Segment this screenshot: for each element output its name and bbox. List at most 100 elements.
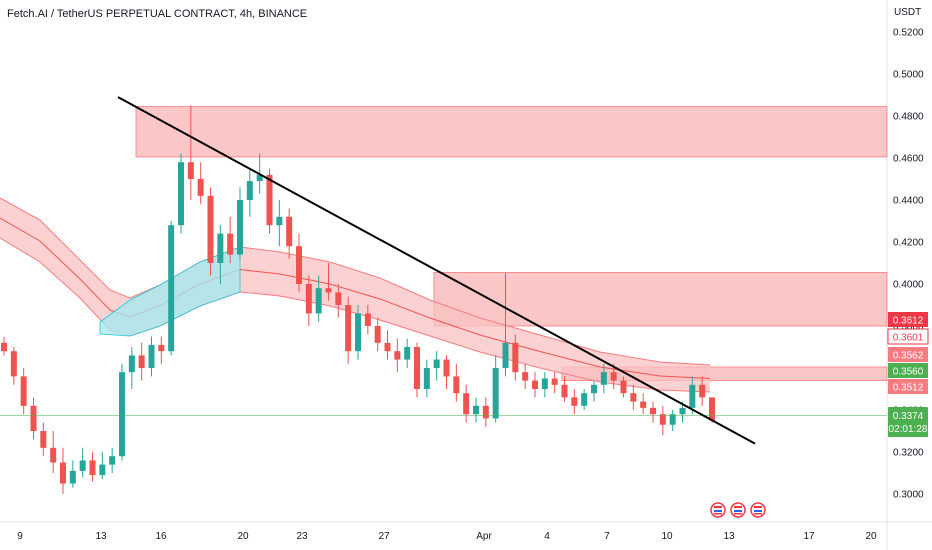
candle-body	[197, 179, 204, 196]
us-flag-event-icon	[730, 502, 746, 518]
candle-body	[178, 162, 184, 226]
candle-body	[168, 225, 175, 352]
price-tag-label: 0.3560	[893, 367, 924, 378]
x-tick-label: 9	[17, 531, 23, 542]
candle-body	[237, 200, 243, 255]
candle-body	[492, 368, 499, 419]
candle-body	[374, 326, 381, 343]
candle-body	[443, 359, 450, 377]
candle-body	[659, 414, 666, 425]
x-tick-label: 13	[723, 531, 735, 542]
candle-body	[650, 407, 656, 415]
candle-body	[384, 342, 391, 352]
price-tag-bg	[887, 328, 929, 345]
chart-title: Fetch.AI / TetherUS PERPETUAL CONTRACT, …	[7, 8, 308, 20]
candle-body	[640, 401, 647, 408]
candle-body	[630, 393, 637, 402]
flag-stripe	[754, 510, 762, 512]
x-tick-label: 16	[155, 531, 167, 542]
price-axis-unit: USDT	[894, 7, 921, 18]
candle-body	[148, 344, 155, 368]
price-tag-label: 0.3562	[893, 351, 924, 362]
candle-body	[581, 393, 588, 406]
candle-body	[345, 305, 352, 352]
candle-body	[325, 288, 332, 293]
candle-body	[246, 181, 253, 200]
us-flag-event-icon	[710, 502, 726, 518]
candle-body	[532, 380, 538, 389]
candle-body	[266, 174, 273, 226]
price-tag: 0.3612	[888, 312, 928, 327]
candle-body	[502, 342, 509, 368]
candle-body	[10, 351, 17, 377]
x-tick-label: 7	[604, 531, 610, 542]
candle-body	[128, 355, 135, 373]
candle-body	[60, 462, 66, 484]
ma-band-lower	[0, 237, 711, 393]
candle-body	[138, 355, 145, 368]
resistance-zone	[433, 272, 888, 327]
price-tag-label: 0.3601	[893, 333, 924, 344]
x-tick-label: 23	[296, 531, 308, 542]
price-tag-bg	[888, 379, 928, 394]
candle-body	[109, 456, 116, 465]
candle-body	[20, 376, 27, 406]
candle-body	[709, 397, 715, 421]
flag-stripe	[714, 513, 722, 515]
candle-body	[689, 384, 696, 408]
candle-body	[423, 368, 430, 389]
candle-body	[561, 384, 568, 398]
candle-body	[600, 372, 607, 385]
y-tick-label: 0.5200	[893, 28, 924, 39]
candle-body	[414, 347, 420, 389]
y-tick-label: 0.4600	[893, 154, 924, 165]
ma-band-upper	[0, 197, 711, 366]
candle-body	[1, 342, 7, 352]
candle-body	[315, 288, 322, 314]
price-tag-label: 0.3512	[893, 383, 924, 394]
candle-body	[335, 292, 342, 305]
candle-body	[305, 284, 312, 314]
price-tag-bg	[888, 312, 928, 327]
candle-body	[473, 405, 479, 415]
candle-body	[699, 384, 706, 398]
candle-body	[256, 174, 263, 182]
us-flag-event-icon	[750, 502, 766, 518]
price-tag-bg	[888, 347, 928, 362]
candle-body	[541, 378, 548, 389]
candle-body	[79, 460, 86, 471]
y-tick-label: 0.4200	[893, 238, 924, 249]
candle-body	[364, 313, 371, 326]
candle-body	[119, 372, 125, 457]
y-tick-label: 0.4000	[893, 280, 924, 291]
price-tag: 0.3512	[888, 379, 928, 394]
candle-body	[286, 216, 293, 247]
candle-body	[610, 372, 617, 381]
candle-body	[50, 447, 57, 463]
x-tick-label: 27	[378, 531, 390, 542]
x-tick-label: 10	[661, 531, 673, 542]
candle-body	[463, 393, 470, 415]
candle-body	[207, 195, 214, 263]
price-tag: 0.3601	[887, 328, 929, 345]
candle-body	[522, 372, 529, 381]
y-tick-label: 0.5000	[893, 70, 924, 81]
flag-stripe	[754, 513, 762, 515]
candle-body	[217, 233, 224, 263]
candle-body	[551, 378, 558, 385]
candle-body	[158, 344, 165, 352]
candle-body	[482, 405, 489, 419]
candle-body	[433, 359, 440, 368]
y-tick-label: 0.4400	[893, 196, 924, 207]
candle-body	[187, 162, 194, 179]
x-tick-label: 13	[95, 531, 107, 542]
price-tag: 0.3562	[888, 347, 928, 362]
candle-body	[355, 313, 361, 352]
x-tick-label: 20	[237, 531, 249, 542]
trendline	[117, 96, 756, 445]
candle-body	[404, 347, 411, 360]
flag-stripe	[734, 510, 742, 512]
x-tick-label: Apr	[476, 531, 492, 542]
price-tag-label: 0.3612	[893, 316, 924, 327]
